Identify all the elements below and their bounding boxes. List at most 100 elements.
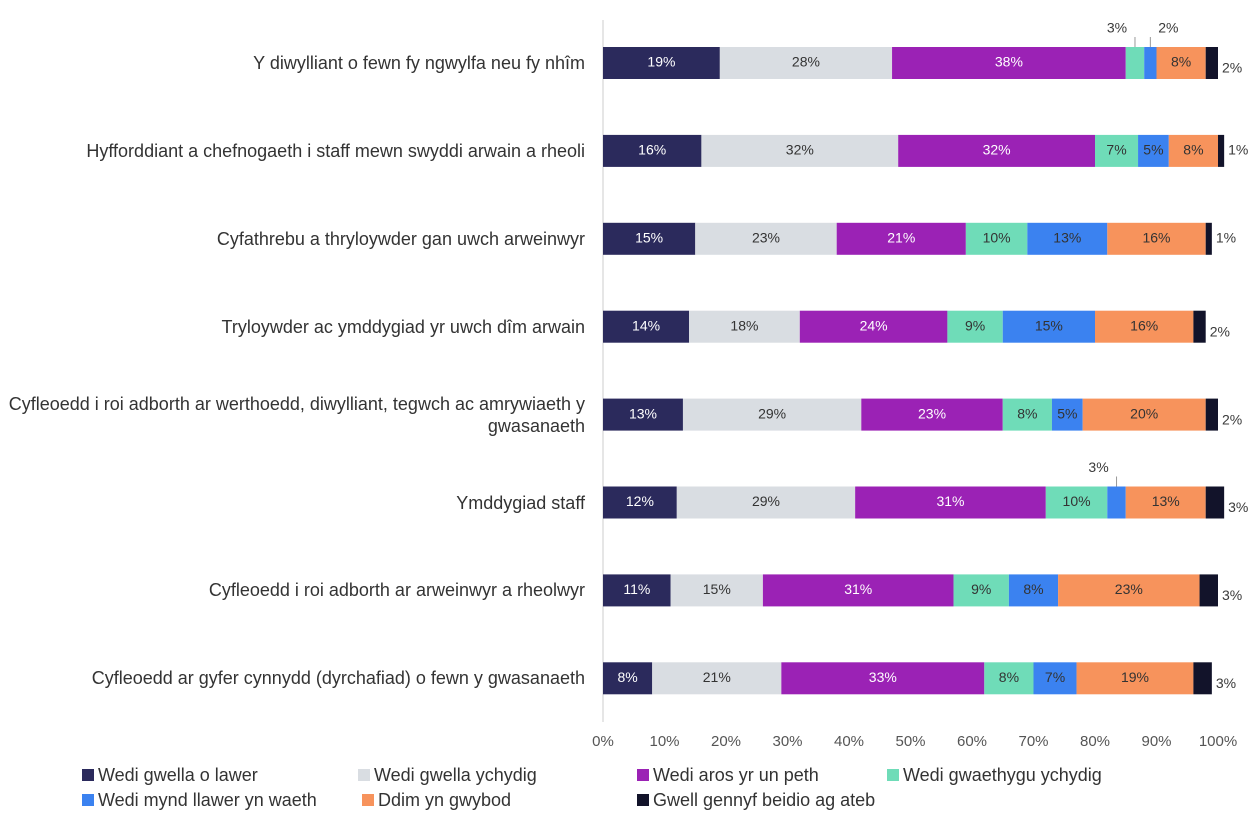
bar-segment bbox=[603, 47, 720, 79]
data-label: 20% bbox=[1130, 405, 1158, 421]
bar-segment bbox=[1076, 662, 1194, 695]
bar-segment bbox=[1095, 310, 1194, 343]
category-label: Tryloywder ac ymddygiad yr uwch dîm arwa… bbox=[221, 316, 585, 337]
legend-label: Gwell gennyf beidio ag ateb bbox=[653, 790, 875, 810]
data-label: 31% bbox=[936, 493, 964, 509]
bar-segment bbox=[947, 310, 1003, 343]
bar-segment bbox=[1205, 486, 1225, 519]
bar-segment bbox=[676, 486, 856, 519]
legend-label: Wedi gwella o lawer bbox=[98, 765, 258, 785]
bar-segment bbox=[1144, 47, 1157, 79]
data-label: 32% bbox=[786, 142, 814, 158]
bar-segment bbox=[682, 398, 862, 431]
x-tick-label: 40% bbox=[834, 733, 864, 750]
data-label: 16% bbox=[1142, 230, 1170, 246]
bar-segment bbox=[1095, 134, 1139, 167]
data-label: 21% bbox=[887, 230, 915, 246]
legend-swatch bbox=[358, 769, 370, 781]
data-label: 3% bbox=[1228, 499, 1248, 515]
data-label: 8% bbox=[617, 669, 637, 685]
bar-segment bbox=[1156, 47, 1206, 79]
bar-segment bbox=[603, 398, 683, 431]
data-label: 33% bbox=[869, 669, 897, 685]
data-label: 29% bbox=[752, 493, 780, 509]
data-label: 3% bbox=[1107, 20, 1127, 36]
x-tick-label: 30% bbox=[772, 733, 802, 750]
x-tick-label: 0% bbox=[592, 733, 614, 750]
data-label: 3% bbox=[1216, 675, 1236, 691]
bar-segment bbox=[689, 310, 800, 343]
data-label: 23% bbox=[752, 230, 780, 246]
bar-segment bbox=[836, 222, 966, 255]
data-label: 8% bbox=[1171, 54, 1191, 70]
legend-label: Wedi mynd llawer yn waeth bbox=[98, 790, 317, 810]
bar-segment bbox=[762, 574, 954, 607]
data-label: 8% bbox=[1023, 581, 1043, 597]
data-label: 10% bbox=[983, 230, 1011, 246]
data-label: 9% bbox=[965, 317, 985, 333]
data-label: 13% bbox=[1152, 493, 1180, 509]
x-tick-label: 10% bbox=[649, 733, 679, 750]
data-label: 12% bbox=[626, 493, 654, 509]
legend-swatch bbox=[637, 769, 649, 781]
data-label: 5% bbox=[1057, 405, 1077, 421]
bar-segment bbox=[892, 47, 1126, 79]
bar-segment bbox=[953, 574, 1009, 607]
bar-segment bbox=[603, 574, 671, 607]
data-label: 29% bbox=[758, 405, 786, 421]
data-label: 16% bbox=[638, 142, 666, 158]
legend-swatch bbox=[637, 794, 649, 806]
data-label: 9% bbox=[971, 581, 991, 597]
legend-swatch bbox=[82, 769, 94, 781]
category-label: Ymddygiad staff bbox=[456, 492, 585, 513]
bar-segment bbox=[603, 222, 696, 255]
data-label: 24% bbox=[860, 317, 888, 333]
bar-segment bbox=[603, 134, 702, 167]
data-label: 8% bbox=[999, 669, 1019, 685]
bar-segment bbox=[1002, 310, 1095, 343]
data-label: 28% bbox=[792, 54, 820, 70]
bar-segment bbox=[1193, 662, 1212, 695]
bar-segment bbox=[861, 398, 1003, 431]
data-label: 16% bbox=[1130, 317, 1158, 333]
bar-segment bbox=[1205, 47, 1218, 79]
category-label: Cyfleoedd i roi adborth ar werthoedd, di… bbox=[8, 393, 585, 436]
bar-segment bbox=[1033, 662, 1077, 695]
data-label: 15% bbox=[1035, 317, 1063, 333]
x-tick-label: 20% bbox=[711, 733, 741, 750]
data-label: 3% bbox=[1222, 587, 1242, 603]
legend-label: Wedi gwella ychydig bbox=[374, 765, 537, 785]
data-label: 5% bbox=[1143, 142, 1163, 158]
legend-label: Wedi aros yr un peth bbox=[653, 765, 819, 785]
bar-segment bbox=[1008, 574, 1059, 607]
bar-segment bbox=[855, 486, 1046, 519]
bar-segment bbox=[1199, 574, 1218, 607]
bar-segment bbox=[1045, 486, 1108, 519]
bar-segment bbox=[670, 574, 763, 607]
data-label: 2% bbox=[1222, 60, 1242, 76]
data-label: 15% bbox=[703, 581, 731, 597]
data-label: 10% bbox=[1063, 493, 1091, 509]
data-label: 11% bbox=[623, 581, 650, 597]
bar-segment bbox=[652, 662, 782, 695]
data-label: 2% bbox=[1222, 411, 1242, 427]
bar-segment bbox=[1168, 134, 1218, 167]
data-label: 2% bbox=[1210, 323, 1230, 339]
bar-segment bbox=[701, 134, 899, 167]
data-label: 7% bbox=[1106, 142, 1126, 158]
bar-segment bbox=[1027, 222, 1108, 255]
bar-segment bbox=[984, 662, 1034, 695]
data-label: 3% bbox=[1088, 459, 1108, 475]
bar-segment bbox=[1058, 574, 1200, 607]
bar-segment bbox=[1082, 398, 1206, 431]
bar-segment bbox=[781, 662, 985, 695]
x-tick-label: 100% bbox=[1199, 733, 1237, 750]
bar-segment bbox=[1138, 134, 1169, 167]
x-tick-label: 90% bbox=[1141, 733, 1171, 750]
data-label: 18% bbox=[730, 317, 758, 333]
data-label: 1% bbox=[1228, 142, 1248, 158]
bar-segment bbox=[1107, 222, 1206, 255]
x-tick-label: 60% bbox=[957, 733, 987, 750]
bar-segment bbox=[799, 310, 948, 343]
